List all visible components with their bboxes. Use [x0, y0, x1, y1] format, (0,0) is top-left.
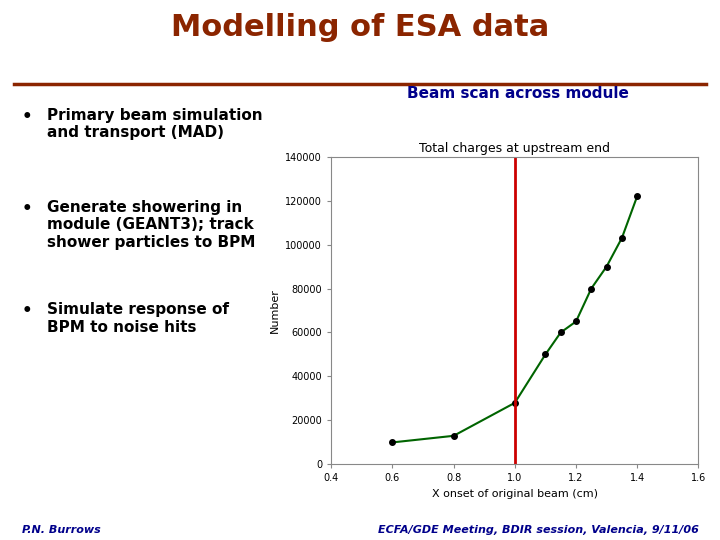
Title: Total charges at upstream end: Total charges at upstream end: [419, 143, 611, 156]
Text: Primary beam simulation
and transport (MAD): Primary beam simulation and transport (M…: [47, 108, 262, 140]
Text: ECFA/GDE Meeting, BDIR session, Valencia, 9/11/06: ECFA/GDE Meeting, BDIR session, Valencia…: [377, 524, 698, 535]
Text: Simulate response of
BPM to noise hits: Simulate response of BPM to noise hits: [47, 302, 229, 335]
Text: Beam scan across module: Beam scan across module: [408, 86, 629, 102]
Text: Modelling of ESA data: Modelling of ESA data: [171, 14, 549, 43]
Y-axis label: Number: Number: [270, 288, 280, 333]
Text: Generate showering in
module (GEANT3); track
shower particles to BPM: Generate showering in module (GEANT3); t…: [47, 200, 255, 249]
Text: •: •: [22, 302, 32, 320]
X-axis label: X onset of original beam (cm): X onset of original beam (cm): [432, 489, 598, 499]
Text: •: •: [22, 200, 32, 218]
Text: •: •: [22, 108, 32, 126]
Text: P.N. Burrows: P.N. Burrows: [22, 524, 100, 535]
